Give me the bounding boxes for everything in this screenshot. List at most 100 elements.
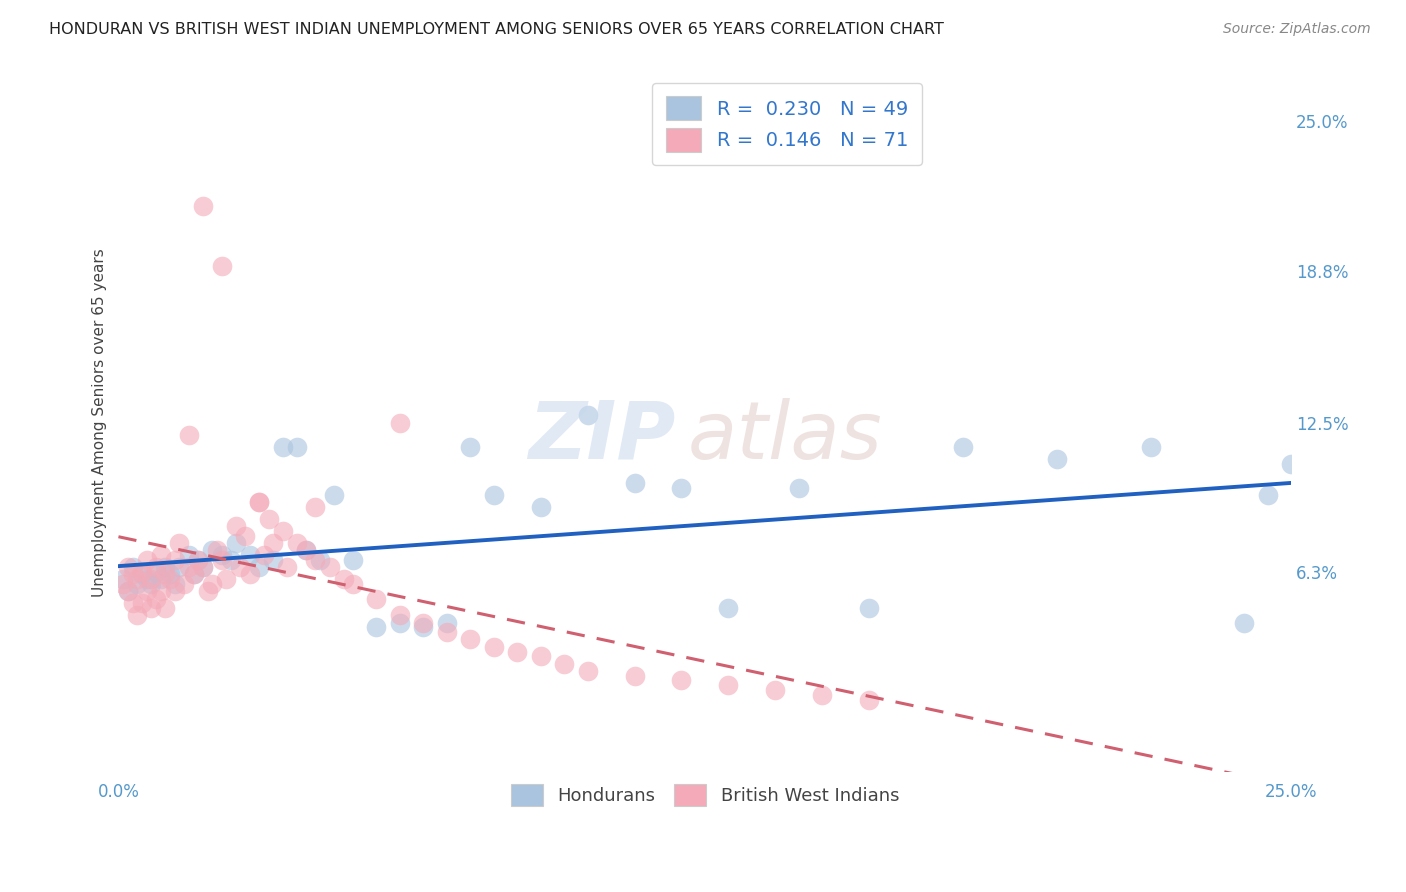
Point (177, 427, 200, 442)
Point (318, 560, 340, 574)
Point (117, 584, 139, 599)
Point (215, 572, 238, 586)
Point (211, 553, 233, 567)
Point (247, 495, 270, 509)
Point (173, 577, 195, 591)
Point (135, 584, 157, 599)
Point (482, 488, 505, 502)
Point (1046, 451, 1069, 466)
Point (239, 567, 262, 582)
Point (1257, 488, 1279, 502)
Point (163, 577, 186, 591)
Point (271, 524, 294, 538)
Point (388, 416, 411, 430)
Point (553, 657, 575, 671)
Point (623, 668, 645, 682)
Point (211, 548, 233, 562)
Legend: Hondurans, British West Indians: Hondurans, British West Indians (502, 775, 908, 815)
Point (811, 688, 834, 702)
Point (135, 572, 157, 586)
Point (460, 440, 482, 454)
Point (121, 560, 143, 574)
Point (191, 198, 214, 212)
Point (304, 553, 326, 567)
Point (159, 567, 181, 582)
Point (239, 548, 262, 562)
Point (271, 440, 294, 454)
Point (262, 536, 284, 550)
Point (366, 620, 388, 634)
Point (1233, 615, 1256, 630)
Point (121, 567, 143, 582)
Point (149, 584, 172, 599)
Point (247, 495, 270, 509)
Y-axis label: Unemployment Among Seniors over 65 years: Unemployment Among Seniors over 65 years (93, 248, 107, 597)
Point (163, 553, 186, 567)
Point (201, 577, 224, 591)
Point (191, 560, 214, 574)
Point (285, 536, 308, 550)
Point (412, 620, 434, 634)
Point (366, 591, 388, 606)
Point (169, 536, 191, 550)
Point (342, 553, 364, 567)
Point (436, 615, 458, 630)
Point (155, 560, 177, 574)
Point (717, 678, 740, 692)
Point (127, 608, 149, 623)
Point (323, 488, 346, 502)
Point (763, 683, 786, 698)
Point (197, 584, 219, 599)
Point (131, 565, 153, 579)
Point (576, 409, 599, 423)
Point (149, 572, 172, 586)
Text: Source: ZipAtlas.com: Source: ZipAtlas.com (1223, 22, 1371, 37)
Point (112, 577, 135, 591)
Point (201, 543, 224, 558)
Point (219, 553, 242, 567)
Point (127, 577, 149, 591)
Point (117, 584, 139, 599)
Point (145, 560, 167, 574)
Point (506, 644, 529, 658)
Point (530, 649, 553, 664)
Point (229, 560, 252, 574)
Point (460, 632, 482, 647)
Point (155, 601, 177, 615)
Point (211, 259, 233, 273)
Point (285, 440, 308, 454)
Point (309, 553, 332, 567)
Point (117, 560, 139, 574)
Point (187, 553, 209, 567)
Point (163, 584, 186, 599)
Point (858, 601, 880, 615)
Point (388, 608, 411, 623)
Point (183, 567, 205, 582)
Point (952, 440, 974, 454)
Point (671, 481, 693, 495)
Point (388, 615, 411, 630)
Point (149, 548, 172, 562)
Text: atlas: atlas (688, 398, 882, 475)
Point (576, 664, 599, 678)
Point (247, 560, 270, 574)
Point (205, 543, 228, 558)
Point (225, 536, 247, 550)
Point (177, 548, 200, 562)
Point (436, 625, 458, 640)
Point (253, 548, 276, 562)
Point (295, 543, 318, 558)
Point (257, 512, 280, 526)
Point (717, 601, 740, 615)
Point (131, 567, 153, 582)
Point (183, 567, 205, 582)
Point (145, 591, 167, 606)
Point (787, 481, 810, 495)
Point (155, 567, 177, 582)
Point (233, 529, 256, 543)
Point (342, 577, 364, 591)
Point (332, 572, 354, 586)
Point (112, 572, 135, 586)
Point (191, 560, 214, 574)
Point (127, 572, 149, 586)
